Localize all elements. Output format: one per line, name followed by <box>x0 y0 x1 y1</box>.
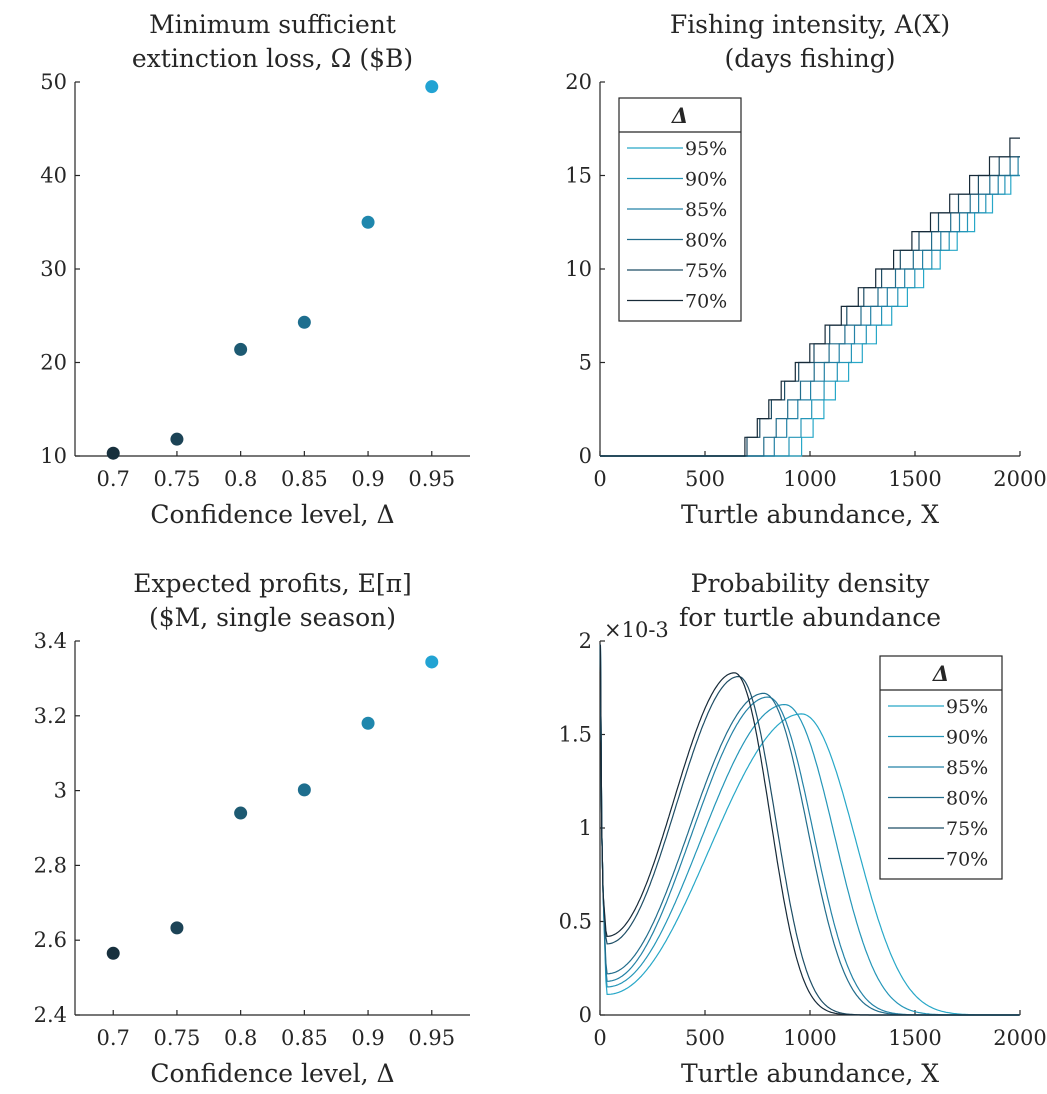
x-tick-label: 0.85 <box>281 467 328 491</box>
y-tick-label: 1 <box>579 816 592 840</box>
chart-title-line-2: extinction loss, Ω ($B) <box>132 44 413 73</box>
x-tick-label: 1000 <box>783 1026 836 1050</box>
y-tick-label: 40 <box>40 164 67 188</box>
axis-multiplier: ×10-3 <box>604 618 669 642</box>
x-tick-label: 0 <box>593 1026 606 1050</box>
legend-label: 95% <box>685 138 727 160</box>
y-tick-label: 20 <box>40 351 67 375</box>
chart-title-line-1: Minimum sufficient <box>149 10 396 39</box>
density-curve-95 <box>599 644 1020 1016</box>
legend-label: 80% <box>946 788 988 810</box>
y-tick-label: 2.4 <box>34 1003 67 1027</box>
y-tick-label: 2 <box>579 629 592 653</box>
x-tick-label: 500 <box>685 467 725 491</box>
x-tick-label: 0 <box>593 467 606 491</box>
data-point-5 <box>361 215 375 229</box>
y-tick-label: 15 <box>565 164 592 188</box>
data-point-1 <box>106 946 120 960</box>
series-line-70 <box>600 137 1020 457</box>
x-tick-label: 1000 <box>783 467 836 491</box>
x-axis-label: Confidence level, Δ <box>150 1059 394 1088</box>
panel-2: 0 500 1000 1500 2000 0 5 10 15 20 Fishing intensit… <box>565 10 1046 529</box>
y-tick-label: 10 <box>40 444 67 468</box>
y-tick-label: 0 <box>579 1003 592 1027</box>
data-point-3 <box>234 342 248 356</box>
y-tick-label: 10 <box>565 257 592 281</box>
x-tick-label: 0.75 <box>154 1026 201 1050</box>
y-tick-label: 0.5 <box>559 910 592 934</box>
y-tick-label: 2.6 <box>34 928 67 952</box>
legend-label: 80% <box>685 230 727 252</box>
x-tick-label: 0.95 <box>408 467 455 491</box>
x-tick-label: 0.8 <box>224 1026 257 1050</box>
data-point-4 <box>297 315 311 329</box>
data-point-6 <box>425 80 439 94</box>
chart-title-line-1: Fishing intensity, A(X) <box>670 10 950 39</box>
x-tick-label: 0.7 <box>97 1026 130 1050</box>
data-point-6 <box>425 655 439 669</box>
x-tick-label: 0.95 <box>408 1026 455 1050</box>
data-point-1 <box>106 446 120 460</box>
series-line-80 <box>600 156 1020 457</box>
panel-3: 0.7 0.75 0.8 0.85 0.9 0.95 2.4 2.6 2.8 3 3.2 3.4 Exp… <box>34 569 470 1088</box>
data-point-4 <box>297 783 311 797</box>
x-tick-label: 0.75 <box>154 467 201 491</box>
y-tick-label: 3.2 <box>34 704 67 728</box>
data-point-2 <box>170 432 184 446</box>
legend-label: 75% <box>946 818 988 840</box>
legend-label: 95% <box>946 696 988 718</box>
data-point-3 <box>234 806 248 820</box>
x-axis-label: Turtle abundance, X <box>681 1059 939 1088</box>
chart-title-line-2: ($M, single season) <box>149 603 396 632</box>
legend-label: 70% <box>946 849 988 871</box>
x-tick-label: 500 <box>685 1026 725 1050</box>
panel-1: 0.7 0.75 0.8 0.85 0.9 0.95 10 20 30 40 50 Minimum s… <box>40 10 470 529</box>
x-tick-label: 0.9 <box>351 1026 384 1050</box>
y-tick-label: 30 <box>40 257 67 281</box>
x-tick-label: 0.7 <box>97 467 130 491</box>
legend-label: 90% <box>946 727 988 749</box>
chart-title-line-1: Expected profits, E[π] <box>133 569 412 598</box>
y-tick-label: 50 <box>40 70 67 94</box>
panel-4: 0 500 1000 1500 2000 0 0.5 1 1.5 2 Probability den… <box>559 569 1047 1088</box>
x-tick-label: 0.85 <box>281 1026 328 1050</box>
legend-label: 85% <box>685 199 727 221</box>
y-tick-label: 2.8 <box>34 853 67 877</box>
data-point-5 <box>361 716 375 730</box>
legend-label: 85% <box>946 757 988 779</box>
legend-title: Δ <box>671 103 688 128</box>
chart-title-line-1: Probability density <box>691 569 931 598</box>
x-tick-label: 1500 <box>888 467 941 491</box>
legend-label: 75% <box>685 260 727 282</box>
x-tick-label: 2000 <box>993 467 1046 491</box>
y-tick-label: 5 <box>579 351 592 375</box>
series-line-85 <box>600 156 1020 457</box>
series-line-90 <box>600 174 1020 457</box>
legend-label: 90% <box>685 169 727 191</box>
chart-title-line-2: (days fishing) <box>724 44 895 73</box>
series-line-95 <box>600 174 1020 457</box>
legend-label: 70% <box>685 291 727 313</box>
y-tick-label: 1.5 <box>559 723 592 747</box>
chart-title-line-2: for turtle abundance <box>679 603 941 632</box>
x-axis-label: Turtle abundance, X <box>681 500 939 529</box>
x-tick-label: 1500 <box>888 1026 941 1050</box>
x-tick-label: 2000 <box>993 1026 1046 1050</box>
x-axis-label: Confidence level, Δ <box>150 500 394 529</box>
y-tick-label: 20 <box>565 70 592 94</box>
legend-title: Δ <box>932 661 949 686</box>
x-tick-label: 0.9 <box>351 467 384 491</box>
density-curve-70 <box>599 644 1020 1016</box>
y-tick-label: 0 <box>579 444 592 468</box>
x-tick-label: 0.8 <box>224 467 257 491</box>
data-point-2 <box>170 921 184 935</box>
y-tick-label: 3 <box>54 779 67 803</box>
y-tick-label: 3.4 <box>34 629 67 653</box>
